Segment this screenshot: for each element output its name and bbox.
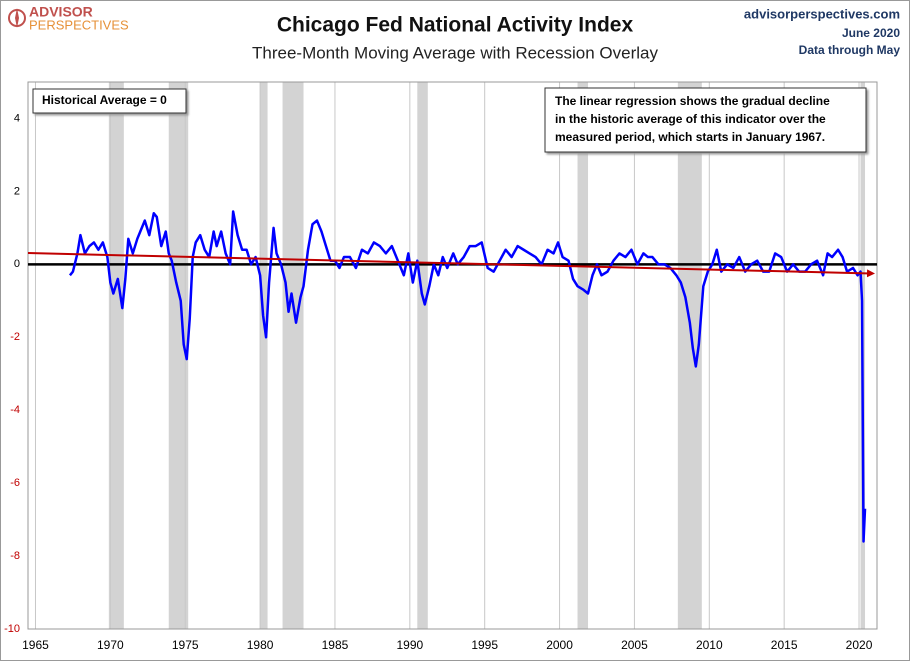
annotations: Historical Average = 0 The linear regres… <box>32 87 867 153</box>
y-tick-label: -4 <box>10 404 20 416</box>
annotation: The linear regression shows the gradual … <box>555 94 830 108</box>
plot-border <box>27 81 878 630</box>
data-line <box>68 210 867 543</box>
logo-icon <box>15 8 19 28</box>
y-tick-label: -6 <box>10 477 20 489</box>
logo: ADVISOR PERSPECTIVES <box>8 4 129 32</box>
y-tick-label: -8 <box>10 550 20 562</box>
x-tick-label: 2000 <box>546 638 573 652</box>
x-tick-label: 1990 <box>396 638 423 652</box>
recession-band <box>417 82 428 629</box>
recession-band <box>677 82 702 629</box>
recession-band <box>168 82 189 629</box>
logo-text: ADVISOR <box>29 4 93 20</box>
x-tick-label: 1980 <box>247 638 274 652</box>
y-tick-label: -10 <box>4 623 20 635</box>
chart-title: Chicago Fed National Activity Index <box>277 14 634 37</box>
plot-area: 1965 1970 1975 1980 1985 1990 1995 2000 2005 2010… <box>4 81 878 652</box>
y-tick-label: 0 <box>14 258 20 270</box>
trend-line <box>27 252 876 278</box>
recession-band <box>282 82 304 629</box>
annotation: Historical Average = 0 <box>42 93 167 107</box>
annotation: in the historic average of this indicato… <box>555 112 826 126</box>
x-tick-label: 1975 <box>172 638 199 652</box>
y-tick-label: -2 <box>10 331 20 343</box>
logo-text: PERSPECTIVES <box>29 17 129 32</box>
x-tick-label: 2005 <box>621 638 648 652</box>
date: June 2020 <box>842 26 900 40</box>
annotation: measured period, which starts in January… <box>555 130 825 144</box>
chart-subtitle: Three-Month Moving Average with Recessio… <box>252 43 658 62</box>
y-tick-label: 2 <box>14 185 20 197</box>
x-tick-label: 1970 <box>97 638 124 652</box>
annotation-box <box>32 88 187 114</box>
recession-band <box>577 82 589 629</box>
x-tick-label: 1985 <box>322 638 349 652</box>
note: Data through May <box>799 43 901 57</box>
source: advisorperspectives.com <box>744 6 900 21</box>
y-tick-label: 4 <box>14 112 20 124</box>
recession-band <box>260 82 268 629</box>
x-tick-label: 1965 <box>22 638 49 652</box>
annotation-box <box>544 87 867 153</box>
recession-band <box>108 82 124 629</box>
x-tick-label: 2015 <box>771 638 798 652</box>
x-tick-label: 2020 <box>846 638 873 652</box>
x-tick-label: 2010 <box>696 638 723 652</box>
x-tick-label: 1995 <box>471 638 498 652</box>
